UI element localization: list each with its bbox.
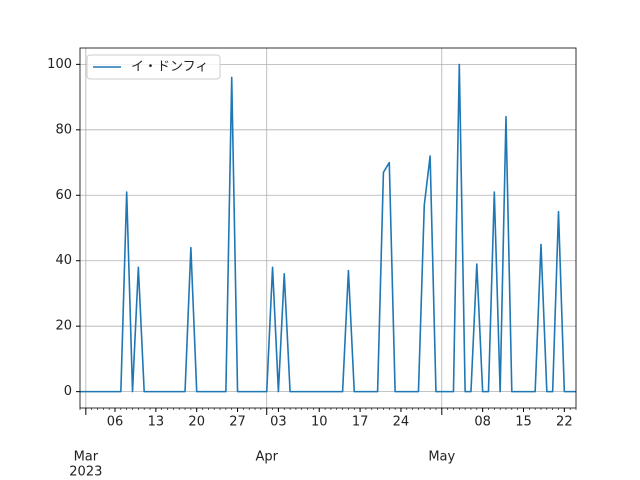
- x-tick-label: 10: [311, 415, 328, 430]
- x-tick-label: 06: [107, 415, 124, 430]
- y-tick-label: 60: [55, 188, 72, 203]
- y-tick-label: 80: [55, 122, 72, 137]
- y-tick-label: 100: [47, 57, 72, 72]
- x-tick-label: 13: [148, 415, 165, 430]
- x-tick-label: 17: [352, 415, 369, 430]
- y-tick-label: 0: [64, 384, 72, 399]
- x-tick-label: 03: [270, 415, 287, 430]
- legend-label: イ・ドンフィ: [131, 60, 208, 75]
- legend-box: [86, 54, 221, 80]
- x-tick-label: Mar: [74, 450, 99, 465]
- x-tick-label: Apr: [255, 450, 278, 465]
- y-tick-label: 40: [55, 253, 72, 268]
- data-line: [80, 63, 576, 393]
- x-tick-label: 08: [474, 415, 491, 430]
- x-tick-label: 20: [188, 415, 205, 430]
- x-tick-label: 27: [229, 415, 246, 430]
- plot-frame: [79, 47, 577, 409]
- x-tick-label: May: [428, 450, 455, 465]
- x-tick-label: 15: [515, 415, 532, 430]
- x-year-label: 2023: [69, 465, 102, 480]
- x-tick-label: 22: [556, 415, 573, 430]
- x-tick-label: 24: [393, 415, 410, 430]
- y-tick-label: 20: [55, 319, 72, 334]
